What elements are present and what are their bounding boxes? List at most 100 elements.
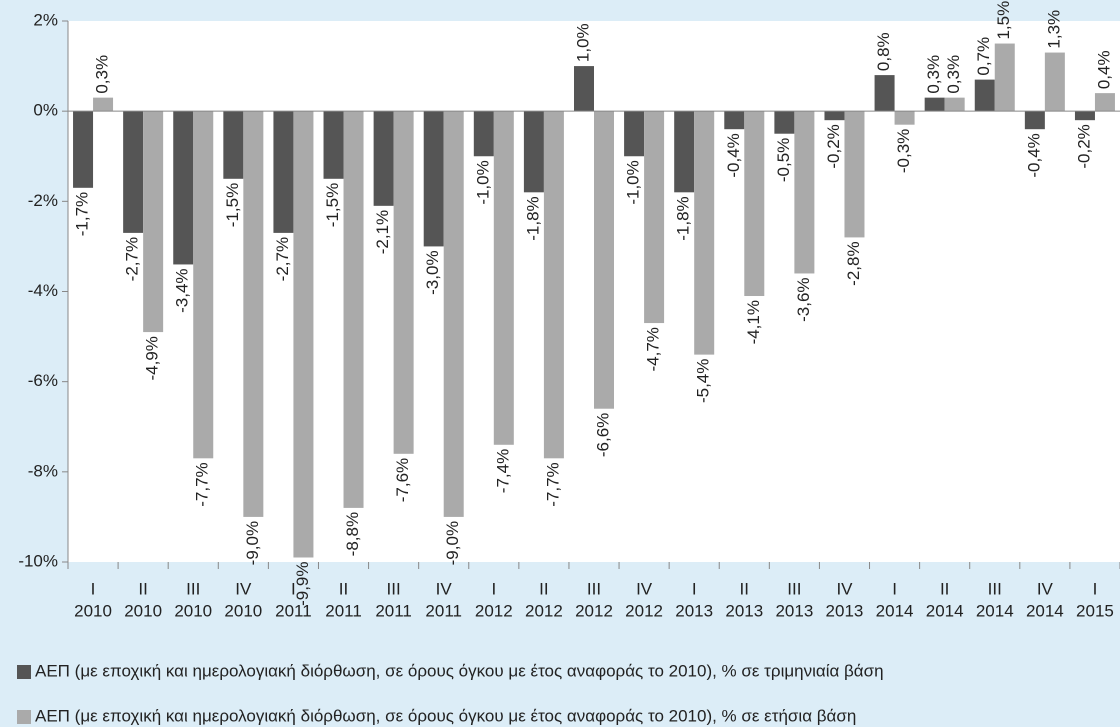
bar [373, 111, 394, 206]
x-tick-label: 2013 [775, 601, 813, 620]
bar [774, 111, 795, 134]
x-tick-label: 2013 [675, 601, 713, 620]
value-label: -3,0% [423, 250, 442, 294]
bar [93, 97, 114, 112]
y-tick-label: -8% [28, 461, 58, 480]
value-label: -2,7% [273, 237, 292, 281]
value-label: 0,7% [974, 37, 993, 76]
x-tick-label: 2010 [124, 601, 162, 620]
bar [443, 111, 464, 517]
bar [293, 111, 314, 558]
x-tick-label: III [787, 579, 801, 598]
bar [73, 111, 94, 188]
bar [543, 111, 564, 459]
x-tick-label: 2012 [575, 601, 613, 620]
value-label: -9,9% [293, 561, 312, 605]
x-tick-label: IV [235, 579, 252, 598]
value-label: -1,7% [73, 192, 92, 236]
bar [343, 111, 364, 508]
bar [273, 111, 294, 233]
value-label: 0,3% [924, 55, 943, 94]
value-label: 1,0% [573, 23, 592, 62]
value-label: -3,4% [173, 268, 192, 312]
bar [393, 111, 414, 454]
x-tick-label: 2012 [475, 601, 513, 620]
x-tick-label: IV [436, 579, 453, 598]
bar [624, 111, 645, 157]
bar [173, 111, 194, 265]
value-label: -7,7% [543, 462, 562, 506]
value-label: -8,8% [343, 512, 362, 556]
x-tick-label: 2010 [174, 601, 212, 620]
bar [1094, 93, 1115, 112]
x-tick-label: 2014 [876, 601, 914, 620]
value-label: -1,8% [674, 196, 693, 240]
bar [1044, 52, 1065, 112]
y-tick-label: -2% [28, 191, 58, 210]
y-tick-label: -6% [28, 371, 58, 390]
x-tick-label: 2011 [425, 601, 462, 620]
x-tick-label: I [892, 579, 897, 598]
value-label: -9,0% [243, 521, 262, 565]
value-label: 1,5% [994, 1, 1013, 40]
value-label: -4,9% [143, 336, 162, 380]
x-tick-label: 2014 [976, 601, 1014, 620]
bar [924, 97, 945, 112]
x-tick-label: II [539, 579, 548, 598]
x-tick-label: 2014 [926, 601, 964, 620]
x-tick-label: 2010 [74, 601, 112, 620]
bar [644, 111, 665, 324]
x-tick-label: III [587, 579, 601, 598]
x-tick-label: III [186, 579, 200, 598]
value-label: -4,7% [644, 327, 663, 371]
bar [724, 111, 745, 130]
y-tick-label: -10% [18, 551, 58, 570]
x-tick-label: 2015 [1076, 601, 1114, 620]
x-tick-label: I [491, 579, 496, 598]
x-tick-label: 2014 [1026, 601, 1064, 620]
bar [473, 111, 494, 157]
x-tick-label: III [988, 579, 1002, 598]
bar [894, 111, 915, 125]
bar [674, 111, 695, 193]
legend-label: ΑΕΠ (με εποχική και ημερολογιακή διόρθωσ… [35, 706, 856, 725]
value-label: -2,7% [123, 237, 142, 281]
value-label: 0,3% [944, 55, 963, 94]
value-label: -1,0% [624, 160, 643, 204]
value-label: -7,7% [193, 462, 212, 506]
value-label: -1,5% [323, 183, 342, 227]
bar [223, 111, 244, 179]
bar [944, 97, 965, 112]
x-tick-label: II [940, 579, 949, 598]
y-tick-label: -4% [28, 281, 58, 300]
value-label: -0,3% [894, 129, 913, 173]
value-label: 1,3% [1044, 10, 1063, 49]
bar [323, 111, 344, 179]
value-label: -1,8% [523, 196, 542, 240]
bar [243, 111, 264, 517]
bar [874, 75, 895, 112]
x-tick-label: I [91, 579, 96, 598]
legend-swatch [17, 710, 31, 724]
bar [844, 111, 865, 238]
legend-swatch [17, 665, 31, 679]
bar [493, 111, 514, 445]
value-label: -0,2% [1074, 124, 1093, 168]
bar [694, 111, 715, 355]
x-tick-label: I [1093, 579, 1098, 598]
x-tick-label: 2010 [224, 601, 262, 620]
value-label: -5,4% [694, 359, 713, 403]
bar [824, 111, 845, 121]
value-label: -2,8% [844, 241, 863, 285]
x-tick-label: 2013 [826, 601, 864, 620]
bar [523, 111, 544, 193]
value-label: -7,4% [493, 449, 512, 493]
x-tick-label: 2011 [325, 601, 362, 620]
value-label: -0,5% [774, 138, 793, 182]
x-tick-label: IV [836, 579, 853, 598]
bar [123, 111, 144, 233]
bar [974, 79, 995, 112]
bar [594, 111, 614, 409]
x-tick-label: 2011 [275, 601, 312, 620]
value-label: -1,0% [473, 160, 492, 204]
